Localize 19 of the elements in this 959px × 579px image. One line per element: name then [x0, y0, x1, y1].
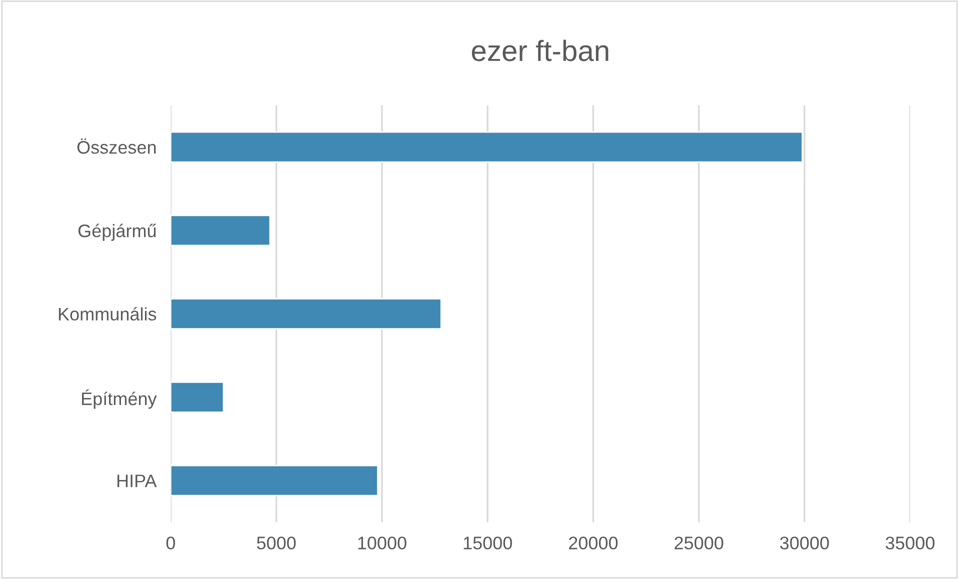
x-tick-label: 30000 — [780, 536, 829, 550]
chart-title: ezer ft-ban — [472, 40, 608, 62]
y-tick-label: Összesen — [77, 138, 156, 154]
y-tick-label: Építmény — [82, 389, 157, 409]
bar — [170, 131, 804, 163]
bar — [170, 214, 271, 246]
bar — [170, 464, 378, 496]
x-tick-label: 5000 — [256, 536, 296, 550]
x-tick-label: 20000 — [569, 536, 618, 550]
y-tick-label: Kommunális — [58, 307, 156, 321]
x-tick-label: 0 — [166, 536, 176, 550]
bar — [170, 298, 442, 330]
y-tick-label: HIPA — [117, 474, 157, 488]
x-tick-label: 35000 — [886, 536, 934, 550]
x-tick-label: 15000 — [464, 536, 512, 550]
x-tick-label: 10000 — [358, 536, 406, 550]
y-tick-label: Gépjármű — [78, 224, 156, 241]
x-tick-label: 25000 — [674, 536, 724, 550]
bar — [170, 381, 224, 413]
